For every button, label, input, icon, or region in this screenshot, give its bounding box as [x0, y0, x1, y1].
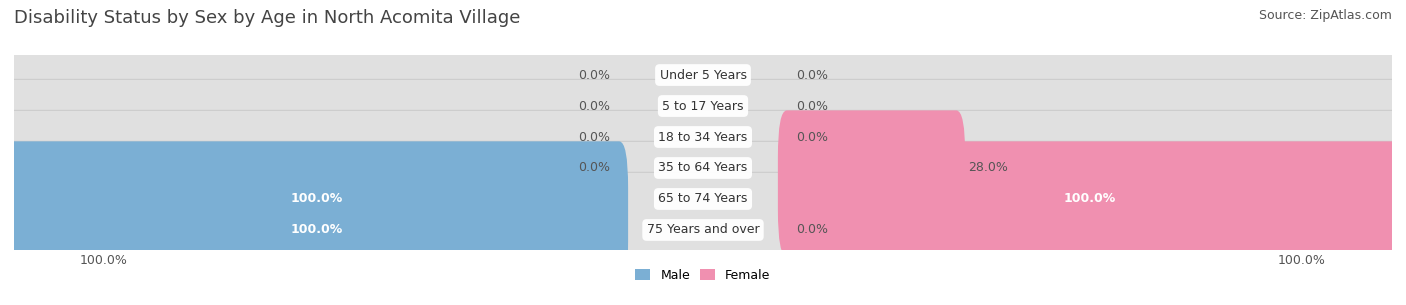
Text: 0.0%: 0.0%	[578, 99, 610, 113]
Text: 0.0%: 0.0%	[796, 69, 828, 81]
Text: 100.0%: 100.0%	[291, 192, 343, 206]
Text: 18 to 34 Years: 18 to 34 Years	[658, 131, 748, 144]
FancyBboxPatch shape	[6, 48, 1400, 164]
Text: Under 5 Years: Under 5 Years	[659, 69, 747, 81]
FancyBboxPatch shape	[6, 141, 628, 257]
FancyBboxPatch shape	[6, 110, 1400, 226]
FancyBboxPatch shape	[6, 141, 1400, 257]
Text: 65 to 74 Years: 65 to 74 Years	[658, 192, 748, 206]
Text: 0.0%: 0.0%	[796, 99, 828, 113]
Text: 0.0%: 0.0%	[796, 224, 828, 236]
FancyBboxPatch shape	[778, 110, 966, 226]
Text: 28.0%: 28.0%	[969, 161, 1008, 174]
Text: 75 Years and over: 75 Years and over	[647, 224, 759, 236]
Text: 100.0%: 100.0%	[1063, 192, 1115, 206]
Text: Disability Status by Sex by Age in North Acomita Village: Disability Status by Sex by Age in North…	[14, 9, 520, 27]
Legend: Male, Female: Male, Female	[630, 264, 776, 287]
FancyBboxPatch shape	[6, 79, 1400, 195]
FancyBboxPatch shape	[6, 172, 1400, 288]
Text: 0.0%: 0.0%	[578, 131, 610, 144]
Text: 0.0%: 0.0%	[578, 69, 610, 81]
Text: Source: ZipAtlas.com: Source: ZipAtlas.com	[1258, 9, 1392, 22]
FancyBboxPatch shape	[778, 141, 1400, 257]
FancyBboxPatch shape	[6, 172, 628, 288]
Text: 0.0%: 0.0%	[796, 131, 828, 144]
Text: 0.0%: 0.0%	[578, 161, 610, 174]
Text: 35 to 64 Years: 35 to 64 Years	[658, 161, 748, 174]
Text: 5 to 17 Years: 5 to 17 Years	[662, 99, 744, 113]
Text: 100.0%: 100.0%	[291, 224, 343, 236]
FancyBboxPatch shape	[6, 17, 1400, 133]
